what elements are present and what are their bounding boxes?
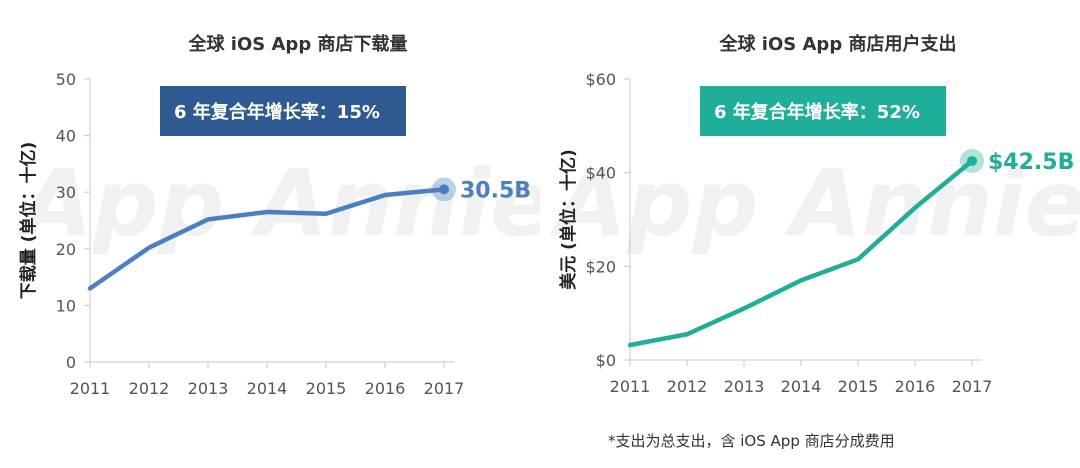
x-tick-label: 2016 xyxy=(365,379,406,398)
footnote: *支出为总支出，含 iOS App 商店分成费用 xyxy=(608,432,895,450)
y-tick-label: 20 xyxy=(56,240,76,259)
x-tick-label: 2011 xyxy=(70,379,111,398)
y-tick-label: $0 xyxy=(596,351,616,370)
x-tick-label: 2017 xyxy=(424,379,465,398)
downloads-chart-svg: App Annie 0 10 20 30 40 50 2011 2012 2013 2014 2015… xyxy=(15,70,540,398)
y-tick-label: 30 xyxy=(56,183,76,202)
watermark: App Annie xyxy=(549,150,1080,257)
chart-title: 全球 iOS App 商店下载量 xyxy=(188,34,408,55)
y-tick-label: 10 xyxy=(56,296,76,315)
x-tick-label: 2014 xyxy=(247,379,288,398)
x-tick-label: 2013 xyxy=(724,377,765,396)
x-tick-label: 2012 xyxy=(667,377,708,396)
y-tick-label: 0 xyxy=(66,353,76,372)
x-tick-label: 2012 xyxy=(129,379,170,398)
x-tick-label: 2017 xyxy=(952,377,993,396)
x-tick-label: 2015 xyxy=(306,379,347,398)
y-tick-label: $60 xyxy=(585,70,616,89)
data-point xyxy=(967,155,977,166)
series-line xyxy=(87,187,447,291)
chart-title: 全球 iOS App 商店用户支出 xyxy=(719,34,957,55)
revenue-chart-panel: 全球 iOS App 商店用户支出 App Annie $0 $20 $40 $60 20… xyxy=(540,0,1080,468)
x-tick-label: 2015 xyxy=(838,377,879,396)
cagr-badge: 6 年复合年增长率：15% xyxy=(160,86,406,136)
watermark: App Annie xyxy=(15,150,540,257)
data-point xyxy=(439,184,449,195)
end-value-label: $42.5B xyxy=(988,150,1074,175)
y-tick-label: $20 xyxy=(585,257,616,276)
x-tick-label: 2011 xyxy=(610,377,651,396)
y-axis-label: 下载量 (单位：十亿) xyxy=(18,142,39,299)
y-axis-label: 美元 (单位：十亿) xyxy=(558,149,579,289)
x-tick-label: 2016 xyxy=(895,377,936,396)
end-value-label: 30.5B xyxy=(460,178,531,203)
x-tick-label: 2013 xyxy=(188,379,229,398)
downloads-chart-panel: 全球 iOS App 商店下载量 App Annie 0 10 20 30 40 50 201… xyxy=(15,34,540,398)
cagr-badge: 6 年复合年增长率：52% xyxy=(700,86,946,136)
y-tick-label: 50 xyxy=(56,70,76,89)
x-tick-label: 2014 xyxy=(781,377,822,396)
y-tick-label: $40 xyxy=(585,164,616,183)
y-tick-label: 40 xyxy=(56,127,76,146)
series-line xyxy=(627,158,975,348)
revenue-chart-svg: App Annie $0 $20 $40 $60 2011 2012 2013 2014 2015… xyxy=(549,70,1080,396)
